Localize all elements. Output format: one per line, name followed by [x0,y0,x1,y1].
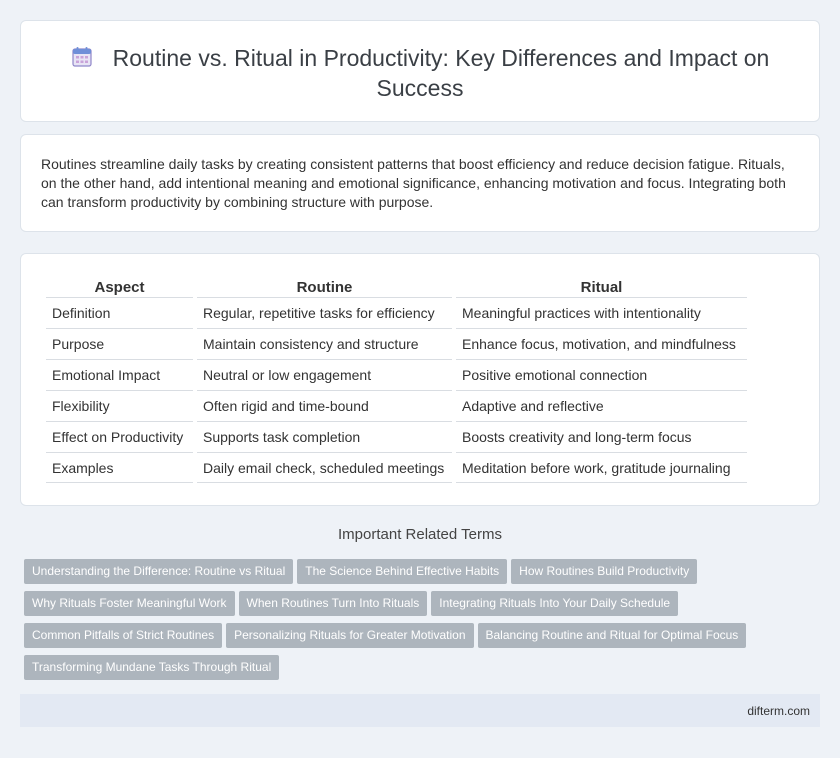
table-cell: Boosts creativity and long-term focus [456,421,747,452]
table-cell: Regular, repetitive tasks for efficiency [197,297,452,328]
related-term-tag[interactable]: Why Rituals Foster Meaningful Work [24,591,235,616]
table-cell: Emotional Impact [46,359,193,390]
related-term-tag[interactable]: Personalizing Rituals for Greater Motiva… [226,623,474,648]
related-term-tag[interactable]: How Routines Build Productivity [511,559,698,584]
page-title: Routine vs. Ritual in Productivity: Key … [61,43,779,103]
table-row: Effect on Productivity Supports task com… [46,421,747,452]
table-row: Examples Daily email check, scheduled me… [46,452,747,483]
table-cell: Meaningful practices with intentionality [456,297,747,328]
page-title-text: Routine vs. Ritual in Productivity: Key … [112,45,770,101]
table-row: Definition Regular, repetitive tasks for… [46,297,747,328]
comparison-table-card: Aspect Routine Ritual Definition Regular… [20,253,820,506]
table-cell: Adaptive and reflective [456,390,747,421]
table-cell: Enhance focus, motivation, and mindfulne… [456,328,747,359]
table-cell: Effect on Productivity [46,421,193,452]
related-term-tag[interactable]: Common Pitfalls of Strict Routines [24,623,223,648]
related-term-tag[interactable]: When Routines Turn Into Rituals [238,591,428,616]
table-cell: Meditation before work, gratitude journa… [456,452,747,483]
column-header-ritual: Ritual [580,278,623,296]
table-cell: Positive emotional connection [456,359,747,390]
intro-card: Routines streamline daily tasks by creat… [20,134,820,232]
related-term-tag[interactable]: The Science Behind Effective Habits [297,559,508,584]
comparison-table: Aspect Routine Ritual Definition Regular… [42,274,751,483]
calendar-icon [72,47,92,67]
table-cell: Daily email check, scheduled meetings [197,452,452,483]
table-cell: Maintain consistency and structure [197,328,452,359]
column-header-aspect: Aspect [94,278,145,296]
table-cell: Supports task completion [197,421,452,452]
footer: difterm.com [20,694,820,727]
table-row: Purpose Maintain consistency and structu… [46,328,747,359]
table-header-row: Aspect Routine Ritual [46,274,747,297]
related-term-tag[interactable]: Balancing Routine and Ritual for Optimal… [477,623,747,648]
column-header-routine: Routine [296,278,353,296]
related-terms-heading: Important Related Terms [338,526,502,543]
related-term-tag[interactable]: Understanding the Difference: Routine vs… [24,559,294,584]
table-cell: Examples [46,452,193,483]
table-cell: Definition [46,297,193,328]
header-card: Routine vs. Ritual in Productivity: Key … [20,20,820,122]
table-cell: Often rigid and time-bound [197,390,452,421]
table-row: Emotional Impact Neutral or low engageme… [46,359,747,390]
related-terms-tags: Understanding the Difference: Routine vs… [24,559,824,687]
table-cell: Neutral or low engagement [197,359,452,390]
related-term-tag[interactable]: Transforming Mundane Tasks Through Ritua… [24,655,280,680]
intro-paragraph: Routines streamline daily tasks by creat… [41,156,786,210]
related-term-tag[interactable]: Integrating Rituals Into Your Daily Sche… [431,591,679,616]
table-cell: Purpose [46,328,193,359]
table-row: Flexibility Often rigid and time-bound A… [46,390,747,421]
footer-site-link[interactable]: difterm.com [747,704,810,718]
table-cell: Flexibility [46,390,193,421]
